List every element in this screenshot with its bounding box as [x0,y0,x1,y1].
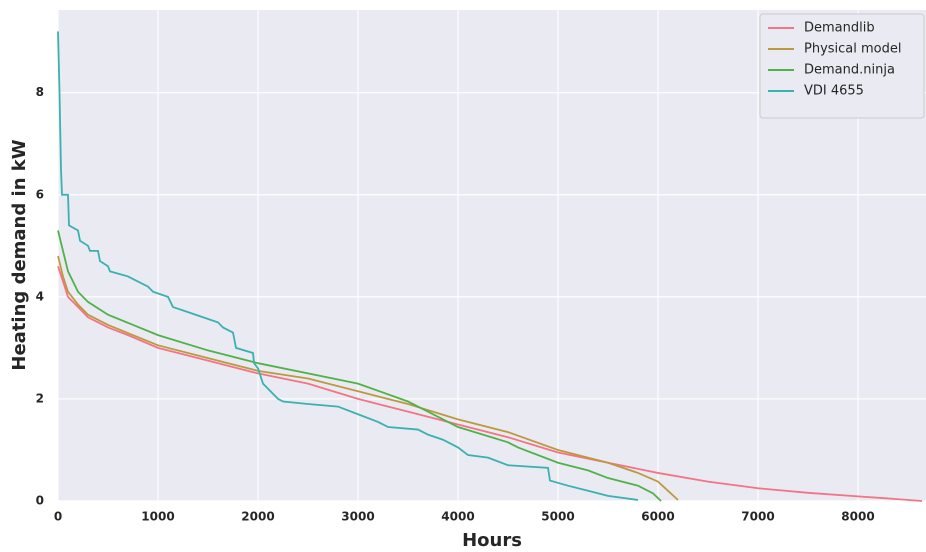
x-tick-label: 8000 [841,510,874,524]
y-tick-label: 2 [36,391,44,405]
legend-label: Demandlib [804,21,875,36]
y-tick-label: 4 [36,289,44,303]
y-tick-label: 8 [36,85,44,99]
x-tick-label: 1000 [141,510,174,524]
x-tick-label: 2000 [241,510,274,524]
x-tick-label: 6000 [641,510,674,524]
line-series [57,31,639,501]
x-tick-label: 3000 [341,510,374,524]
legend-label: Physical model [804,42,902,57]
legend-label: Demand.ninja [804,63,895,78]
x-tick-label: 4000 [441,510,474,524]
y-tick-label: 0 [36,494,44,508]
x-tick-label: 0 [54,510,62,524]
y-tick-label: 6 [36,187,44,201]
line-series [57,265,923,502]
x-tick-label: 5000 [541,510,574,524]
y-axis-label: Heating demand in kW [9,139,30,370]
legend: Demandlib Physical model Demand.ninja VDI 4… [759,13,925,119]
legend-box [759,13,925,119]
legend-label: VDI 4655 [804,84,864,99]
line-series [57,255,679,501]
x-axis-label: Hours [462,530,522,551]
x-tick-label: 7000 [741,510,774,524]
line-series [57,230,662,502]
